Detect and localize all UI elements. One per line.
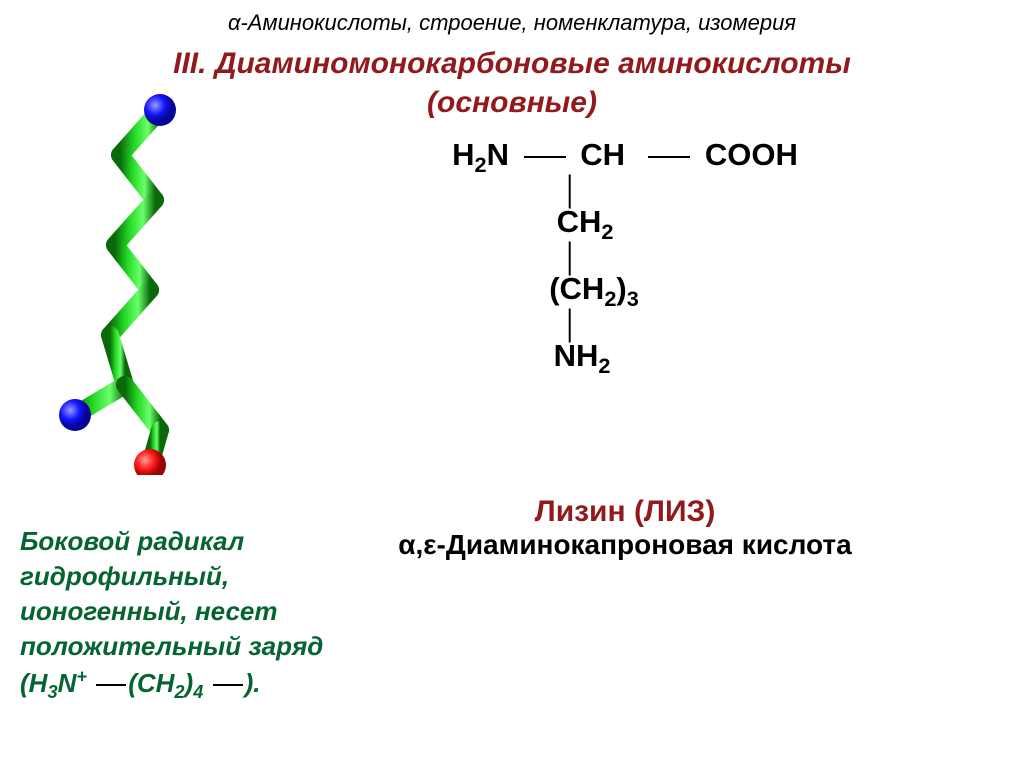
formula-ch: CH [580, 137, 625, 172]
amino-acid-name: Лизин (ЛИЗ) [300, 495, 950, 529]
formula-nh2: NH2 [554, 338, 611, 373]
formula-h2n: H2N [452, 137, 509, 172]
radical-formula: (H3N+ (CH2)4 ). [20, 668, 260, 698]
formula-cooh: COOH [705, 137, 798, 172]
side-chain-description: Боковой радикал гидрофильный, ионогенный… [20, 524, 390, 705]
title-line1: III. Диаминомонокарбоновые аминокислоты [173, 47, 851, 80]
formula-ch2: CH2 [557, 204, 614, 239]
title-line2: (основные) [427, 86, 597, 119]
amino-acid-name-block: Лизин (ЛИЗ) α,ε-Диаминокапроновая кислот… [300, 495, 950, 561]
amino-acid-systematic-name: α,ε-Диаминокапроновая кислота [300, 529, 950, 561]
structural-formula: H2N CH COOH │ CH2 │ (CH2)3 │ NH2 [300, 138, 950, 378]
page-header: α-Аминокислоты, строение, номенклатура, … [0, 0, 1024, 36]
molecule-3d-model [20, 75, 220, 475]
formula-ch2-3: (CH2)3 [549, 271, 639, 306]
